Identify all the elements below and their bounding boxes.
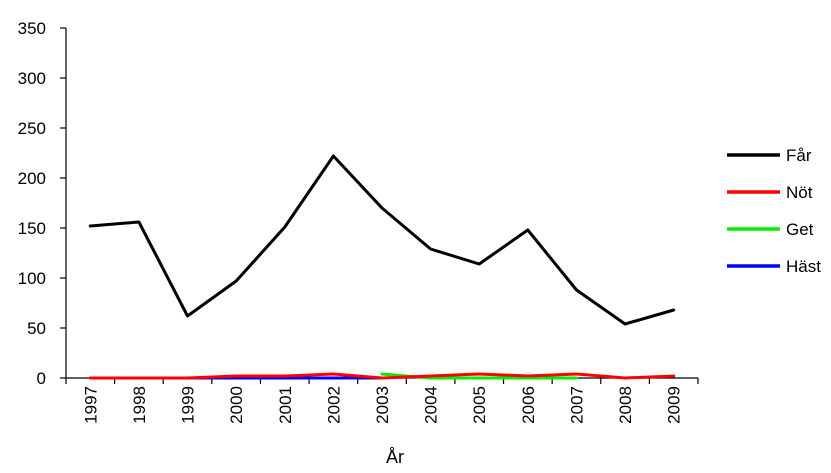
x-tick-label: 1999: [179, 386, 198, 424]
y-tick-label: 250: [18, 119, 46, 138]
axes: 0 50 100 150 200 250 300 350 1997 1998 1999 2000 200…: [18, 19, 699, 424]
x-tick-label: 1998: [130, 386, 149, 424]
x-tick-label: 2008: [616, 386, 635, 424]
x-tick-label: 2001: [276, 386, 295, 424]
series-line-nöt: [88, 372, 676, 380]
y-tick-label: 300: [18, 69, 46, 88]
series-lines: [88, 154, 676, 380]
y-tick-label: 200: [18, 169, 46, 188]
y-tick-label: 50: [27, 319, 46, 338]
x-tick-label: 2005: [470, 386, 489, 424]
x-tick-label: 2002: [324, 386, 343, 424]
legend-label: Får: [786, 146, 812, 165]
x-tick-label: 2003: [373, 386, 392, 424]
x-tick-label: 2009: [665, 386, 684, 424]
x-tick-label: 2000: [227, 386, 246, 424]
legend-label: Nöt: [786, 183, 813, 202]
x-axis-title: År: [386, 447, 404, 467]
x-tick-label: 1997: [81, 386, 100, 424]
x-tick-label: 2007: [567, 386, 586, 424]
series-line-får: [88, 154, 676, 326]
y-tick-label: 350: [18, 19, 46, 38]
legend-label: Häst: [786, 257, 821, 276]
x-tick-label: 2006: [519, 386, 538, 424]
x-tick-label: 2004: [422, 386, 441, 424]
legend-label: Get: [786, 220, 814, 239]
y-tick-label: 150: [18, 219, 46, 238]
legend: Får Nöt Get Häst: [727, 146, 821, 276]
y-tick-label: 0: [37, 369, 46, 388]
y-tick-label: 100: [18, 269, 46, 288]
